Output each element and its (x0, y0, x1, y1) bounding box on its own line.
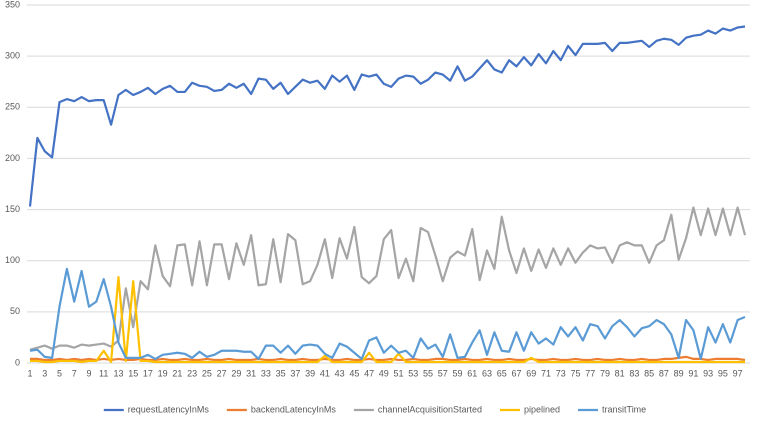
series-line (29, 206, 747, 351)
x-tick-label: 57 (438, 368, 448, 378)
x-tick-label: 95 (718, 368, 728, 378)
series-line (28, 25, 746, 207)
x-tick-label: 11 (99, 368, 108, 378)
x-tick-label: 77 (585, 368, 595, 378)
x-tick-label: 61 (467, 368, 477, 378)
series-line (30, 355, 746, 362)
y-tick-label: 300 (5, 51, 20, 61)
x-tick-label: 17 (143, 368, 153, 378)
legend-label: requestLatencyInMs (128, 404, 210, 414)
x-tick-label: 27 (217, 368, 227, 378)
x-tick-label: 55 (423, 368, 433, 378)
legend-label: pipelined (524, 404, 560, 414)
x-tick-label: 79 (600, 368, 610, 378)
x-tick-label: 97 (733, 368, 743, 378)
x-tick-label: 67 (511, 368, 521, 378)
x-tick-label: 13 (113, 368, 123, 378)
x-tick-label: 43 (335, 368, 345, 378)
x-tick-label: 1 (27, 368, 32, 378)
x-tick-label: 89 (674, 368, 684, 378)
x-tick-label: 39 (305, 368, 315, 378)
x-tick-label: 93 (703, 368, 713, 378)
x-tick-label: 33 (261, 368, 271, 378)
y-tick-label: 350 (5, 0, 20, 9)
x-tick-label: 45 (349, 368, 359, 378)
y-tick-label: 150 (5, 204, 20, 214)
x-tick-label: 23 (187, 368, 197, 378)
x-tick-label: 37 (290, 368, 300, 378)
x-tick-label: 41 (320, 368, 330, 378)
x-tick-label: 59 (453, 368, 463, 378)
x-tick-label: 73 (556, 368, 566, 378)
x-tick-label: 51 (394, 368, 404, 378)
y-tick-label: 50 (10, 306, 20, 316)
x-tick-label: 53 (408, 368, 418, 378)
x-tick-label: 35 (276, 368, 286, 378)
x-tick-label: 5 (57, 368, 62, 378)
x-tick-label: 63 (482, 368, 492, 378)
x-tick-label: 91 (688, 368, 698, 378)
legend-label: transitTime (602, 404, 646, 414)
x-tick-label: 69 (526, 368, 536, 378)
x-tick-label: 87 (659, 368, 669, 378)
x-tick-label: 29 (231, 368, 241, 378)
legend-label: channelAcquisitionStarted (378, 404, 482, 414)
legend-label: backendLatencyInMs (251, 404, 337, 414)
x-tick-label: 85 (644, 368, 654, 378)
x-tick-label: 49 (379, 368, 389, 378)
series-line (29, 267, 746, 361)
x-tick-label: 15 (128, 368, 138, 378)
x-tick-label: 31 (246, 368, 256, 378)
y-tick-label: 200 (5, 153, 20, 163)
x-tick-label: 71 (541, 368, 551, 378)
y-tick-label: 250 (5, 102, 20, 112)
x-tick-label: 81 (615, 368, 625, 378)
x-tick-label: 75 (570, 368, 580, 378)
x-tick-label: 3 (42, 368, 47, 378)
series-line (30, 275, 745, 364)
x-tick-label: 47 (364, 368, 374, 378)
x-tick-label: 19 (158, 368, 168, 378)
x-tick-label: 9 (86, 368, 91, 378)
x-tick-label: 83 (629, 368, 639, 378)
x-tick-label: 25 (202, 368, 212, 378)
x-tick-label: 21 (172, 368, 182, 378)
x-tick-label: 65 (497, 368, 507, 378)
y-tick-label: 0 (15, 357, 20, 367)
y-tick-label: 100 (5, 255, 20, 265)
x-tick-label: 7 (72, 368, 77, 378)
